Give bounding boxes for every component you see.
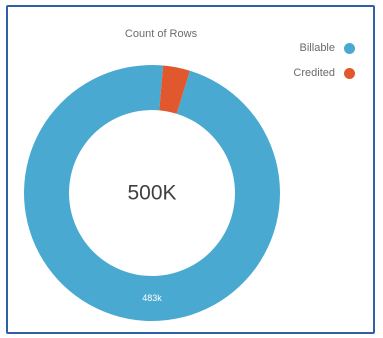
slice-label-billable: 483k — [142, 293, 162, 303]
legend-item-credited[interactable]: Credited — [293, 64, 355, 82]
legend-label-billable: Billable — [299, 42, 335, 54]
chart-title: Count of Rows — [124, 28, 198, 40]
chart-legend: Billable Credited — [293, 39, 355, 89]
slice-credited[interactable] — [159, 65, 190, 114]
donut-chart: 500K 483k — [24, 64, 280, 321]
legend-item-billable[interactable]: Billable — [293, 39, 355, 57]
chart-card: Count of Rows Billable Credited 500K 483… — [6, 5, 375, 334]
legend-swatch-credited — [344, 67, 355, 79]
legend-swatch-billable — [344, 42, 355, 54]
legend-label-credited: Credited — [293, 67, 335, 79]
donut-slices — [24, 64, 280, 321]
slice-billable[interactable] — [24, 64, 280, 321]
center-total-label: 500K — [127, 182, 176, 205]
